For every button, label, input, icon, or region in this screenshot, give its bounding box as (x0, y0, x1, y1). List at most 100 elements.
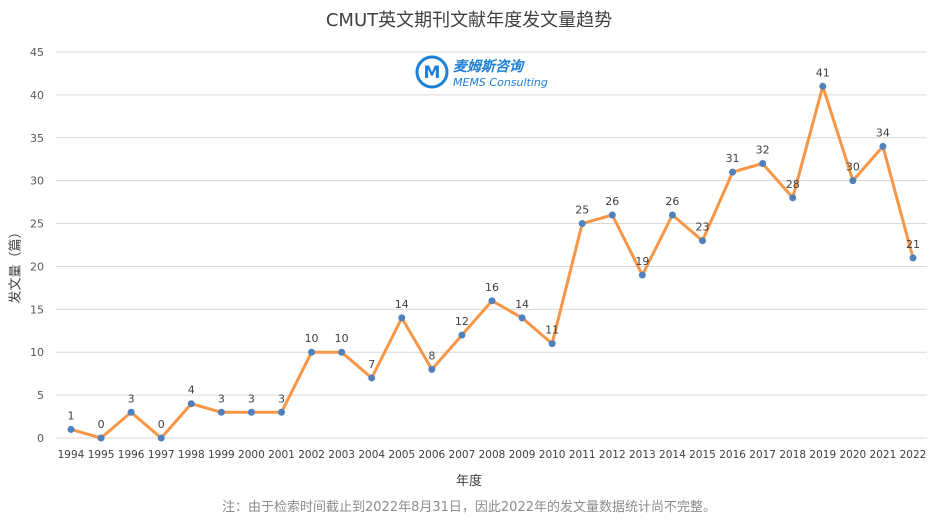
data-label: 14 (395, 298, 409, 311)
data-point (247, 408, 255, 416)
data-point (398, 314, 406, 322)
data-point (548, 340, 556, 348)
footnote: 注：由于检索时间截止到2022年8月31日，因此2022年的发文量数据统计尚不完… (222, 500, 716, 515)
data-point (849, 177, 857, 185)
y-tick-label: 40 (30, 89, 44, 102)
data-label: 3 (218, 392, 225, 405)
x-tick-label: 2019 (809, 449, 836, 461)
y-tick-label: 20 (30, 260, 44, 273)
data-point (458, 331, 466, 339)
y-tick-label: 30 (30, 175, 44, 188)
data-label: 0 (98, 418, 105, 431)
data-point (338, 348, 346, 356)
data-point (909, 254, 917, 262)
x-tick-label: 2018 (779, 449, 806, 461)
x-tick-label: 2005 (388, 449, 415, 461)
y-axis-label: 发文量（篇） (8, 225, 24, 304)
x-axis-ticks: 1994 1995 1996 1997 1998 1999 2000 2001 2002 2003… (58, 449, 927, 461)
x-tick-label: 2004 (358, 449, 385, 461)
x-tick-label: 2020 (839, 449, 866, 461)
x-tick-label: 2012 (599, 449, 626, 461)
data-label: 26 (605, 195, 619, 208)
x-tick-label: 2013 (629, 449, 656, 461)
data-label: 32 (756, 144, 770, 157)
x-tick-label: 2008 (479, 449, 506, 461)
data-label: 10 (305, 332, 319, 345)
x-tick-label: 2003 (328, 449, 355, 461)
y-tick-label: 15 (30, 303, 44, 316)
y-tick-label: 10 (30, 346, 44, 359)
data-label: 3 (278, 392, 285, 405)
data-label: 25 (575, 204, 589, 217)
series-markers (67, 82, 917, 442)
x-tick-label: 1999 (208, 449, 235, 461)
data-label: 30 (846, 161, 860, 174)
series-line (70, 84, 915, 440)
data-label: 1 (68, 409, 75, 422)
data-point (127, 408, 135, 416)
logo-name-cn: 麦姆斯咨询 (453, 59, 523, 75)
logo-letter: M (424, 63, 441, 83)
x-tick-label: 2022 (900, 449, 927, 461)
x-tick-label: 2002 (298, 449, 325, 461)
data-label: 12 (455, 315, 469, 328)
y-tick-label: 0 (37, 432, 44, 445)
x-tick-label: 2017 (749, 449, 776, 461)
data-label: 16 (485, 281, 499, 294)
y-tick-label: 25 (30, 218, 44, 231)
x-tick-label: 2011 (569, 449, 596, 461)
data-point (488, 297, 496, 305)
x-tick-label: 2001 (268, 449, 295, 461)
series-polyline (70, 84, 915, 440)
data-label: 3 (248, 392, 255, 405)
x-tick-label: 2007 (449, 449, 476, 461)
data-point (879, 142, 887, 150)
x-tick-label: 1994 (58, 449, 85, 461)
data-label: 26 (665, 195, 679, 208)
data-point (428, 365, 436, 373)
x-tick-label: 1997 (148, 449, 175, 461)
data-point (819, 82, 827, 90)
x-tick-label: 1996 (118, 449, 145, 461)
data-label: 14 (515, 298, 529, 311)
data-label: 8 (428, 349, 435, 362)
x-tick-label: 2009 (509, 449, 536, 461)
data-label: 21 (906, 238, 920, 251)
x-tick-label: 1998 (178, 449, 205, 461)
x-tick-label: 2014 (659, 449, 686, 461)
y-tick-label: 45 (30, 46, 44, 59)
data-point (157, 434, 165, 442)
data-label: 0 (158, 418, 165, 431)
data-label: 23 (696, 221, 710, 234)
x-tick-label: 2016 (719, 449, 746, 461)
data-point (518, 314, 526, 322)
data-point (278, 408, 285, 416)
logo-icon: M (415, 55, 449, 89)
x-tick-label: 2015 (689, 449, 716, 461)
y-tick-label: 5 (37, 389, 44, 402)
data-point (699, 237, 706, 245)
gridlines (56, 51, 927, 439)
data-label: 7 (368, 358, 375, 371)
brand-logo: M 麦姆斯咨询 MEMS Consulting (413, 52, 553, 94)
data-point (97, 434, 105, 442)
data-point (729, 168, 737, 176)
data-label: 41 (816, 66, 830, 79)
data-point (668, 211, 676, 219)
x-tick-label: 2021 (870, 449, 897, 461)
data-label: 34 (876, 126, 890, 139)
x-tick-label: 2006 (418, 449, 445, 461)
data-point (759, 160, 767, 168)
x-tick-label: 1995 (88, 449, 115, 461)
logo-name-en: MEMS Consulting (453, 76, 548, 89)
data-point (217, 408, 225, 416)
data-label: 10 (335, 332, 349, 345)
data-label: 28 (786, 178, 800, 191)
data-point (368, 374, 376, 382)
data-point (67, 425, 75, 433)
y-tick-label: 35 (30, 132, 44, 145)
data-point (638, 271, 646, 279)
chart-title: CMUT英文期刊文献年度发文量趋势 (325, 10, 613, 31)
